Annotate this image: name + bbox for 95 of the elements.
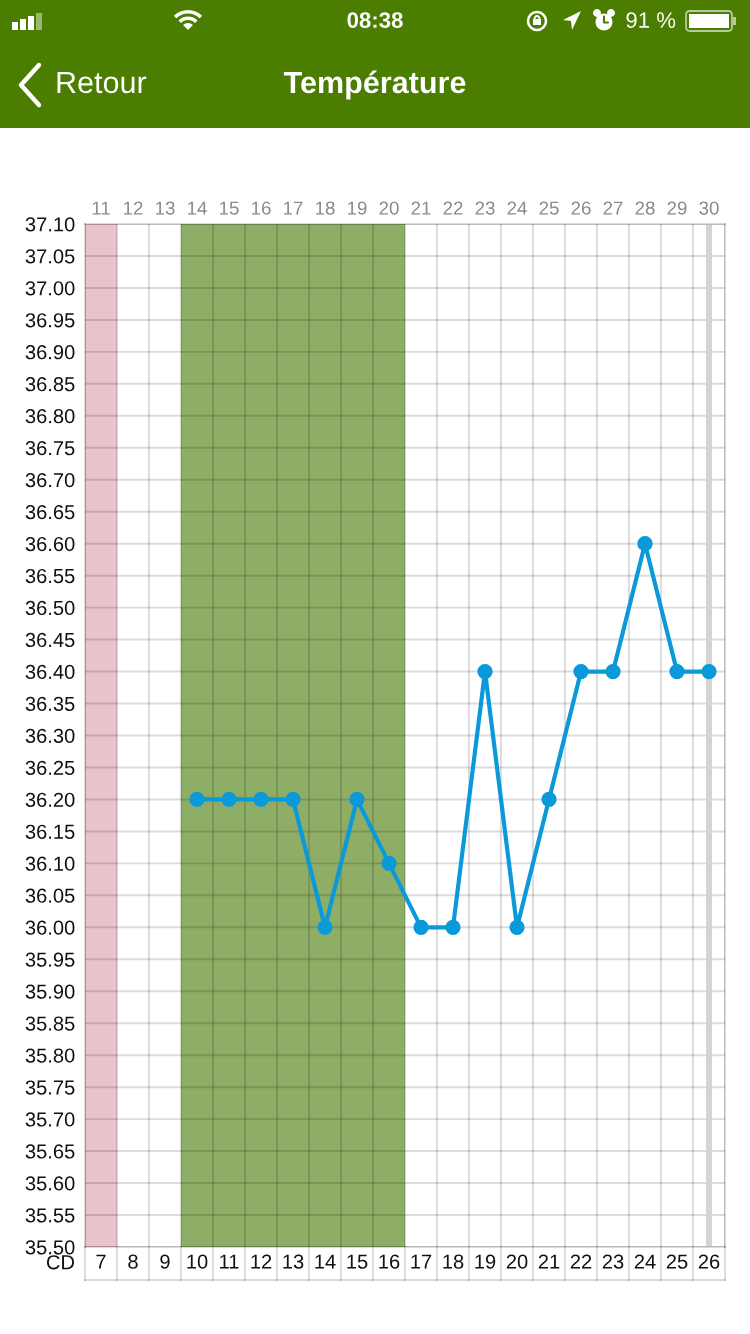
y-tick-label: 36.65 — [25, 504, 75, 520]
y-tick-label: 36.50 — [25, 600, 75, 616]
point — [445, 919, 461, 935]
x2-tick-label: 17 — [284, 201, 303, 215]
chart-title: Température — [283, 70, 466, 100]
x-tick-label: 13 — [283, 1254, 304, 1269]
point — [509, 919, 525, 935]
x-tick-label: 8 — [128, 1254, 138, 1269]
text: 91 % — [626, 12, 676, 28]
x2-tick-label: 21 — [411, 201, 431, 215]
y-tick-label: 35.80 — [25, 1048, 75, 1063]
y-tick-label: 36.05 — [25, 888, 75, 903]
point — [285, 791, 301, 808]
x-axis-title: CD — [46, 1255, 75, 1270]
y-tick-label: 36.95 — [25, 313, 75, 328]
y-tick-label: 35.90 — [25, 984, 75, 999]
x2-tick-label: 15 — [220, 201, 239, 215]
x-tick-label: 12 — [251, 1254, 272, 1269]
y-tick-label: 36.45 — [25, 632, 75, 648]
x-tick-label: 16 — [379, 1254, 400, 1269]
y-tick-label: 36.55 — [25, 568, 75, 584]
point — [381, 855, 397, 872]
y-tick-label: 35.70 — [25, 1112, 75, 1127]
y-tick-label: 36.20 — [25, 792, 75, 807]
x-tick-label: 11 — [220, 1254, 239, 1269]
point — [253, 791, 269, 808]
point — [189, 791, 205, 808]
y-tick-label: 36.60 — [25, 536, 75, 552]
x-tick-label: 18 — [443, 1254, 464, 1269]
point — [317, 919, 333, 935]
x2-tick-label: 20 — [379, 201, 399, 215]
x-tick-label: 9 — [160, 1254, 170, 1269]
x2-tick-label: 30 — [699, 201, 719, 215]
x-tick-label: 25 — [666, 1254, 688, 1269]
point — [573, 663, 589, 680]
y-tick-label: 36.10 — [25, 856, 75, 871]
x-tick-label: 19 — [475, 1254, 496, 1269]
y-tick-label: 35.60 — [25, 1176, 75, 1191]
x-tick-label: 14 — [315, 1254, 336, 1269]
y-tick-label: 36.75 — [25, 441, 75, 456]
y-tick-label: 36.85 — [25, 377, 75, 392]
point — [701, 663, 717, 680]
x2-tick-label: 16 — [252, 201, 271, 215]
y-tick-label: 35.65 — [25, 1144, 75, 1159]
x2-tick-label: 11 — [92, 201, 110, 215]
x-tick-label: 20 — [506, 1254, 528, 1269]
y-tick-label: 35.85 — [25, 1016, 75, 1031]
point — [413, 919, 429, 935]
x2-tick-label: 12 — [124, 201, 143, 215]
x2-tick-label: 23 — [475, 201, 495, 215]
y-tick-label: 36.00 — [25, 920, 75, 935]
x2-tick-label: 26 — [571, 201, 591, 215]
x2-tick-label: 29 — [667, 201, 687, 215]
point — [477, 663, 493, 680]
x-tick-label: 26 — [698, 1254, 720, 1269]
y-tick-label: 37.00 — [25, 281, 75, 296]
x2-tick-label: 18 — [316, 201, 335, 215]
y-tick-label: 37.05 — [25, 249, 75, 264]
point — [221, 791, 237, 808]
x-tick-label: 10 — [187, 1254, 208, 1269]
y-tick-label: 36.90 — [25, 345, 75, 360]
point — [605, 663, 621, 680]
x2-tick-label: 28 — [635, 201, 655, 215]
x-tick-label: 21 — [538, 1254, 560, 1269]
x2-tick-label: 13 — [156, 201, 175, 215]
x-tick-label: 22 — [570, 1254, 592, 1269]
y-tick-label: 36.25 — [25, 760, 75, 775]
x-tick-label: 24 — [634, 1254, 656, 1269]
text: 08:38 — [347, 12, 403, 28]
x-tick-label: 23 — [602, 1254, 624, 1269]
x-tick-label: 15 — [347, 1254, 368, 1269]
x-tick-label: 7 — [96, 1254, 106, 1269]
y-tick-label: 36.70 — [25, 472, 75, 488]
y-tick-label: 36.15 — [25, 824, 75, 839]
y-tick-label: 37.10 — [25, 217, 75, 232]
x2-tick-label: 19 — [348, 201, 367, 215]
x2-tick-label: 25 — [539, 201, 559, 215]
x2-tick-label: 22 — [443, 201, 463, 215]
point — [349, 791, 365, 808]
y-tick-label: 35.95 — [25, 952, 75, 967]
x-tick-label: 17 — [411, 1254, 432, 1269]
point — [637, 536, 653, 552]
y-tick-label: 36.35 — [25, 696, 75, 712]
x2-tick-label: 14 — [188, 201, 207, 215]
y-tick-label: 36.80 — [25, 409, 75, 424]
y-tick-label: 36.40 — [25, 664, 75, 680]
y-tick-label: 35.55 — [25, 1208, 75, 1223]
x2-tick-label: 24 — [507, 201, 527, 215]
y-tick-label: 36.30 — [25, 728, 75, 743]
x2-tick-label: 27 — [603, 201, 623, 215]
point — [669, 663, 685, 680]
point — [541, 791, 557, 808]
y-tick-label: 35.75 — [25, 1080, 75, 1095]
y-tick-label: 35.50 — [25, 1240, 75, 1255]
text: Retour — [57, 71, 147, 94]
